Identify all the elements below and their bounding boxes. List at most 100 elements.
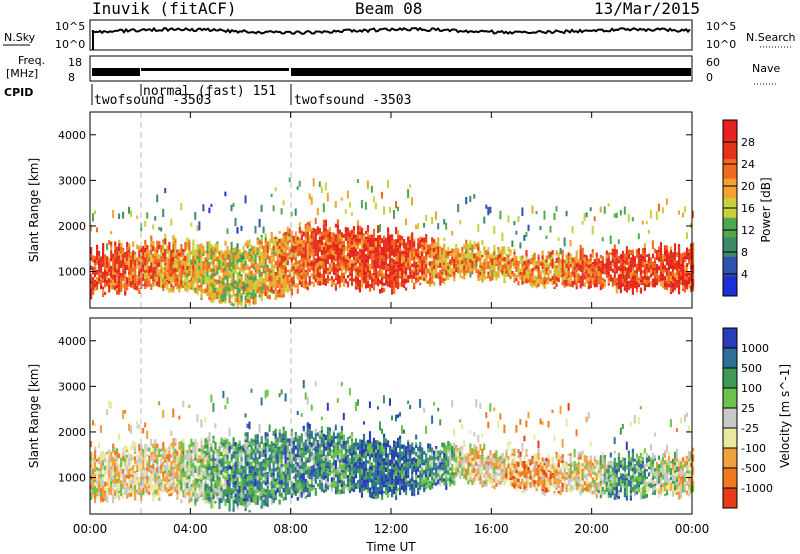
echo-cell [270,477,273,481]
echo-cell [162,288,165,291]
echo-cell [509,249,512,254]
echo-cell [258,286,261,290]
echo-cell [100,453,103,457]
echo-cell [631,266,634,271]
echo-cell [577,263,580,268]
echo-cell [501,264,504,270]
echo-cell [595,275,598,279]
echo-cell [334,277,337,281]
echo-cell [100,465,103,469]
echo-cell [242,466,245,470]
echo-cell [585,266,588,270]
echo-cell [429,270,432,273]
echo-cell [136,462,139,466]
echo-cell [158,475,161,479]
echo-cell [234,497,237,501]
echo-cell [617,259,620,264]
echo-cell [431,278,434,281]
echo-cell [228,273,231,278]
echo-cell [266,254,269,260]
echo-cell [246,272,249,275]
echo-cell [625,267,628,271]
echo-cell [274,279,277,284]
echo-cell [210,443,213,447]
echo-cell [344,209,347,214]
echo-cell [218,299,221,304]
echo-cell [489,268,492,272]
echo-cell [302,273,305,277]
echo-cell [158,466,161,470]
echo-cell [278,277,281,280]
echo-cell [348,232,352,238]
echo-cell [304,248,307,254]
echo-cell [228,507,231,512]
echo-cell [240,456,243,462]
echo-cell [216,256,219,262]
echo-cell [270,264,273,270]
echo-cell [102,243,105,247]
echo-cell [479,260,482,266]
echo-cell [158,271,161,277]
echo-cell [425,274,428,277]
echo-cell [146,264,149,270]
echo-cell [170,218,173,226]
echo-cell [252,263,255,266]
echo-cell [393,276,396,281]
echo-cell [102,271,105,277]
echo-cell [356,251,360,256]
echo-cell [433,269,436,274]
echo-cell [272,430,275,436]
echo-cell [308,242,311,247]
echo-cell [421,263,424,268]
echo-cell [505,253,508,258]
echo-cell [272,452,275,456]
echo-cell [308,221,311,224]
echo-cell [106,491,109,496]
echo-cell [206,284,209,290]
echo-cell [98,473,101,479]
echo-cell [196,248,199,253]
echo-cell [146,256,149,260]
echo-cell [188,456,191,461]
echo-cell [671,279,675,283]
echo-cell [244,490,247,494]
echo-cell [200,437,203,441]
echo-cell [673,255,677,258]
echo-cell [429,244,432,249]
echo-cell [673,272,677,278]
echo-cell [531,261,534,265]
echo-cell [182,494,185,498]
echo-cell [272,250,275,255]
echo-cell [475,270,478,274]
echo-cell [236,474,239,478]
echo-cell [515,256,518,260]
echo-cell [112,258,115,262]
echo-cell [168,485,171,489]
echo-cell [346,260,350,264]
echo-cell [164,253,167,256]
echo-cell [254,478,257,483]
echo-cell [340,244,343,249]
echo-cell [108,272,111,276]
echo-cell [250,388,253,393]
echo-cell [453,258,456,264]
echo-cell [196,466,199,471]
echo-cell [168,258,171,262]
echo-cell [118,259,121,265]
echo-cell [110,279,113,283]
echo-cell [455,243,458,248]
echo-cell [358,266,362,270]
echo-cell [411,236,414,241]
echo-cell [316,273,319,278]
echo-cell [389,234,392,240]
echo-cell [194,450,197,455]
echo-cell [180,448,183,453]
echo-cell [212,264,215,269]
echo-cell [228,474,231,478]
echo-cell [118,275,121,280]
echo-cell [176,494,179,498]
echo-cell [350,276,354,282]
echo-cell [250,438,253,443]
echo-cell [362,267,366,271]
echo-cell [222,265,225,269]
